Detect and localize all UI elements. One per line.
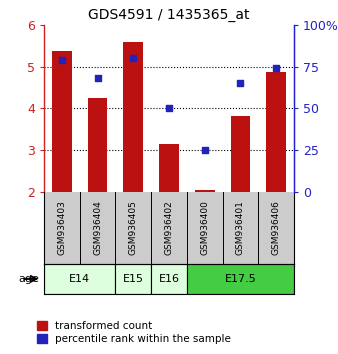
Point [130,56,136,61]
Bar [231,116,250,192]
Bar [195,190,215,192]
Text: E17.5: E17.5 [224,274,256,284]
Text: GSM936400: GSM936400 [200,201,209,256]
Text: age: age [18,274,39,284]
Text: E15: E15 [123,274,144,284]
Text: GSM936404: GSM936404 [93,201,102,256]
Text: E16: E16 [159,274,179,284]
Point [59,57,65,63]
Bar [266,72,286,192]
Bar [88,98,107,192]
Text: E14: E14 [69,274,90,284]
Text: GSM936402: GSM936402 [165,201,173,256]
Text: GSM936403: GSM936403 [57,201,66,256]
Text: GSM936405: GSM936405 [129,201,138,256]
Bar [44,264,115,294]
Bar [187,264,294,294]
Bar [123,42,143,192]
Bar [52,51,72,192]
Point [273,65,279,71]
Title: GDS4591 / 1435365_at: GDS4591 / 1435365_at [88,8,250,22]
Point [238,81,243,86]
Point [95,75,100,81]
Text: GSM936406: GSM936406 [272,201,281,256]
Text: GSM936401: GSM936401 [236,201,245,256]
Bar [159,144,179,192]
Legend: transformed count, percentile rank within the sample: transformed count, percentile rank withi… [35,320,232,345]
Point [166,105,172,111]
Bar [151,264,187,294]
Point [202,148,208,153]
Bar [115,264,151,294]
